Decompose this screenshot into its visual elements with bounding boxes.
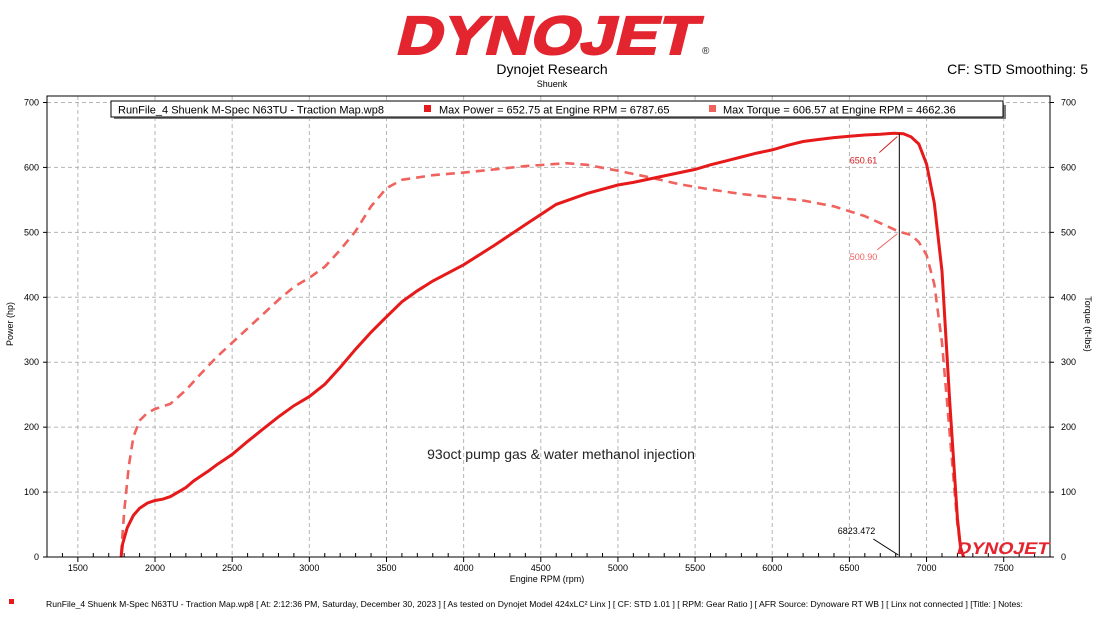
run-info-footer: RunFile_4 Shuenk M-Spec N63TU - Traction…: [46, 599, 1023, 609]
power-series-line: [119, 131, 966, 557]
y2-tick-label: 200: [1061, 422, 1076, 432]
logo-wordmark: DYNOJET: [392, 8, 707, 60]
cursor-annotations: 650.61 500.90 6823.472: [838, 136, 899, 556]
x-tick-label: 1500: [68, 563, 88, 573]
y-tick-label: 600: [24, 162, 39, 172]
y-tick-label: 200: [24, 422, 39, 432]
x-tick-label: 7000: [917, 563, 937, 573]
legend-power-swatch: [424, 105, 431, 112]
y-tick-label: 700: [24, 97, 39, 107]
y2-tick-label: 100: [1061, 487, 1076, 497]
y-axis-label: Power (hp): [5, 302, 15, 346]
y2-tick-label: 0: [1061, 552, 1066, 562]
torque-series-line: [119, 161, 965, 557]
x-axis-label: Engine RPM (rpm): [510, 574, 585, 584]
plot-area: [47, 96, 1050, 557]
x-axis: 1500 2000 2500 3000 3500 4000 4500 5000 5500 6000…: [46, 553, 1051, 573]
y-axis-right: 0 100 200 300 400 500 600 700: [1050, 97, 1076, 562]
y2-tick-label: 500: [1061, 227, 1076, 237]
y-tick-label: 300: [24, 357, 39, 367]
x-tick-label: 4500: [531, 563, 551, 573]
cursor-rpm-value: 6823.472: [838, 526, 876, 536]
y-tick-label: 500: [24, 227, 39, 237]
x-tick-label: 6500: [839, 563, 859, 573]
dyno-chart: 1500 2000 2500 3000 3500 4000 4500 5000 5500 6000…: [5, 95, 1093, 584]
x-tick-label: 7500: [994, 563, 1014, 573]
y-tick-label: 400: [24, 292, 39, 302]
cursor-torque-value: 500.90: [850, 252, 878, 262]
footer-series-marker: [9, 599, 14, 604]
x-tick-label: 2000: [145, 563, 165, 573]
annotation-text: 93oct pump gas & water methanol injectio…: [427, 446, 695, 462]
legend-torque: Max Torque = 606.57 at Engine RPM = 4662…: [723, 105, 956, 117]
x-tick-label: 3500: [376, 563, 396, 573]
x-tick-label: 6000: [762, 563, 782, 573]
cursor-power-arrow: [878, 136, 898, 153]
x-tick-label: 2500: [222, 563, 242, 573]
legend-box: RunFile_4 Shuenk M-Spec N63TU - Traction…: [110, 100, 1006, 119]
dynojet-logo: DYNOJET ®: [392, 8, 710, 60]
run-subtitle: Shuenk: [536, 79, 568, 89]
cursor-rpm-arrow: [873, 538, 899, 556]
y2-tick-label: 400: [1061, 292, 1076, 302]
y2-axis-label: Torque (ft-lbs): [1083, 296, 1093, 352]
x-tick-label: 5500: [685, 563, 705, 573]
legend-power: Max Power = 652.75 at Engine RPM = 6787.…: [439, 105, 670, 117]
cursor-power-value: 650.61: [850, 156, 878, 166]
y2-tick-label: 300: [1061, 357, 1076, 367]
y2-tick-label: 700: [1061, 97, 1076, 107]
y2-tick-label: 600: [1061, 162, 1076, 172]
watermark-wordmark: DYNOJET: [955, 538, 1052, 558]
plot-frame: [46, 95, 1051, 558]
x-tick-label: 3000: [299, 563, 319, 573]
dynojet-watermark: DYNOJET: [955, 538, 1052, 558]
x-tick-label: 5000: [608, 563, 628, 573]
legend-file: RunFile_4 Shuenk M-Spec N63TU - Traction…: [118, 105, 384, 117]
y-axis-left: 0 100 200 300 400 500 600 700: [24, 97, 47, 562]
cursor-torque-arrow: [877, 233, 898, 251]
registered-mark: ®: [702, 46, 710, 57]
x-tick-label: 4000: [454, 563, 474, 573]
legend-torque-swatch: [709, 105, 716, 112]
y-tick-label: 0: [34, 552, 39, 562]
correction-factor: CF: STD Smoothing: 5: [947, 61, 1088, 77]
company-name: Dynojet Research: [496, 61, 608, 77]
y-tick-label: 100: [24, 487, 39, 497]
